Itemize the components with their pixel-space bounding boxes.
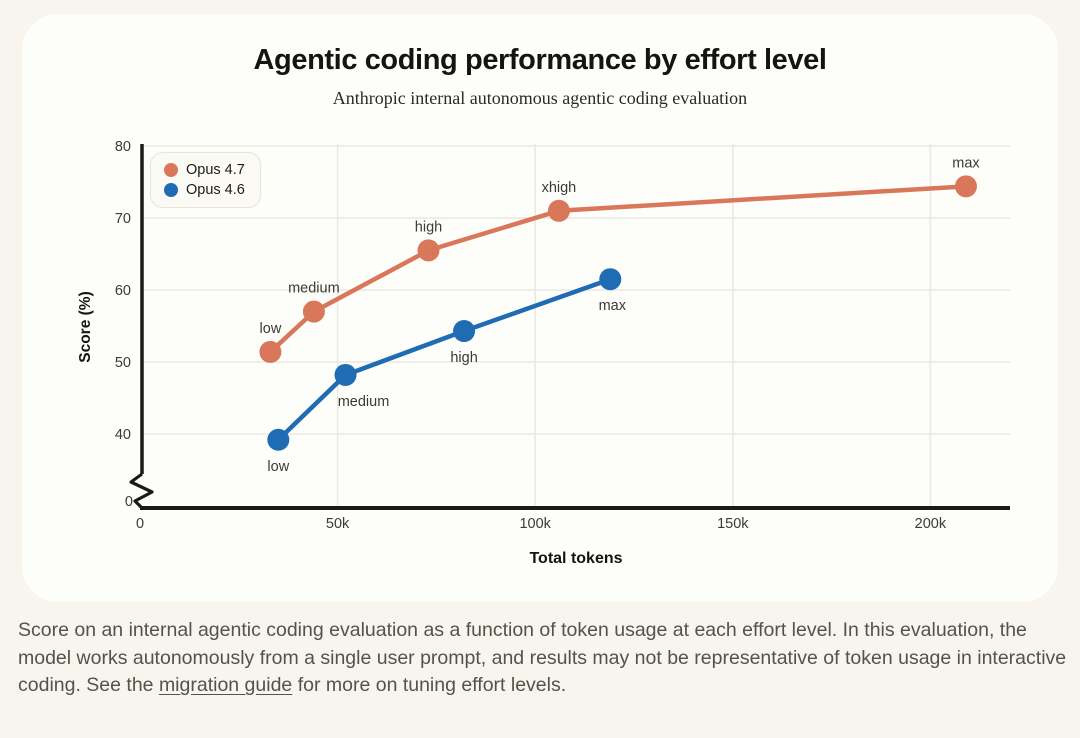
y-tick-label: 50 [115, 355, 131, 371]
x-tick-label: 150k [717, 516, 749, 532]
point-label: max [952, 155, 980, 171]
x-tick-label: 0 [136, 516, 144, 532]
data-point-low [267, 428, 290, 451]
point-label: xhigh [542, 180, 577, 196]
x-tick-label: 100k [519, 516, 551, 532]
y-tick-label: 40 [115, 427, 131, 443]
data-point-medium [302, 300, 325, 323]
data-point-xhigh [547, 199, 570, 222]
y-axis-break-icon [129, 472, 154, 510]
caption-text: Score on an internal agentic coding eval… [18, 617, 1068, 700]
point-label: max [599, 298, 627, 314]
legend-swatch-icon [164, 183, 178, 197]
y-tick-label: 80 [115, 139, 131, 155]
legend-label: Opus 4.6 [186, 182, 245, 198]
y-tick-label: 70 [115, 211, 131, 227]
data-point-high [453, 320, 476, 343]
series-line-opus-4-7 [268, 184, 969, 355]
legend-label: Opus 4.7 [186, 162, 245, 178]
x-tick-label: 200k [915, 516, 947, 532]
point-label: low [260, 321, 282, 337]
point-label: medium [338, 394, 390, 410]
y-tick-label: 0 [125, 494, 133, 510]
chart-subtitle: Anthropic internal autonomous agentic co… [332, 88, 748, 108]
chart-title: Agentic coding performance by effort lev… [253, 44, 827, 76]
data-point-max [954, 175, 977, 198]
x-tick-label: 50k [326, 516, 350, 532]
legend-item-opus-4-7: Opus 4.7 [164, 162, 245, 178]
chart-card [22, 14, 1058, 602]
x-axis-title: Total tokens [529, 550, 623, 567]
legend-item-opus-4-6: Opus 4.6 [164, 182, 245, 198]
point-label: medium [288, 281, 340, 297]
point-label: high [450, 350, 477, 366]
point-label: low [267, 459, 289, 475]
data-point-low [259, 340, 282, 363]
legend-swatch-icon [164, 163, 178, 177]
chart-legend: Opus 4.7 Opus 4.6 [150, 152, 261, 208]
migration-guide-link[interactable]: migration guide [158, 674, 293, 696]
data-point-high [417, 239, 440, 262]
y-tick-label: 60 [115, 283, 131, 299]
caption-post-link: for more on tuning effort levels. [292, 674, 567, 696]
series-line-opus-4-6 [276, 276, 613, 443]
data-point-medium [334, 363, 357, 386]
point-label: high [415, 219, 442, 235]
data-point-max [599, 268, 622, 291]
caption-pre-link: Score on an internal agentic coding eval… [18, 619, 1067, 696]
